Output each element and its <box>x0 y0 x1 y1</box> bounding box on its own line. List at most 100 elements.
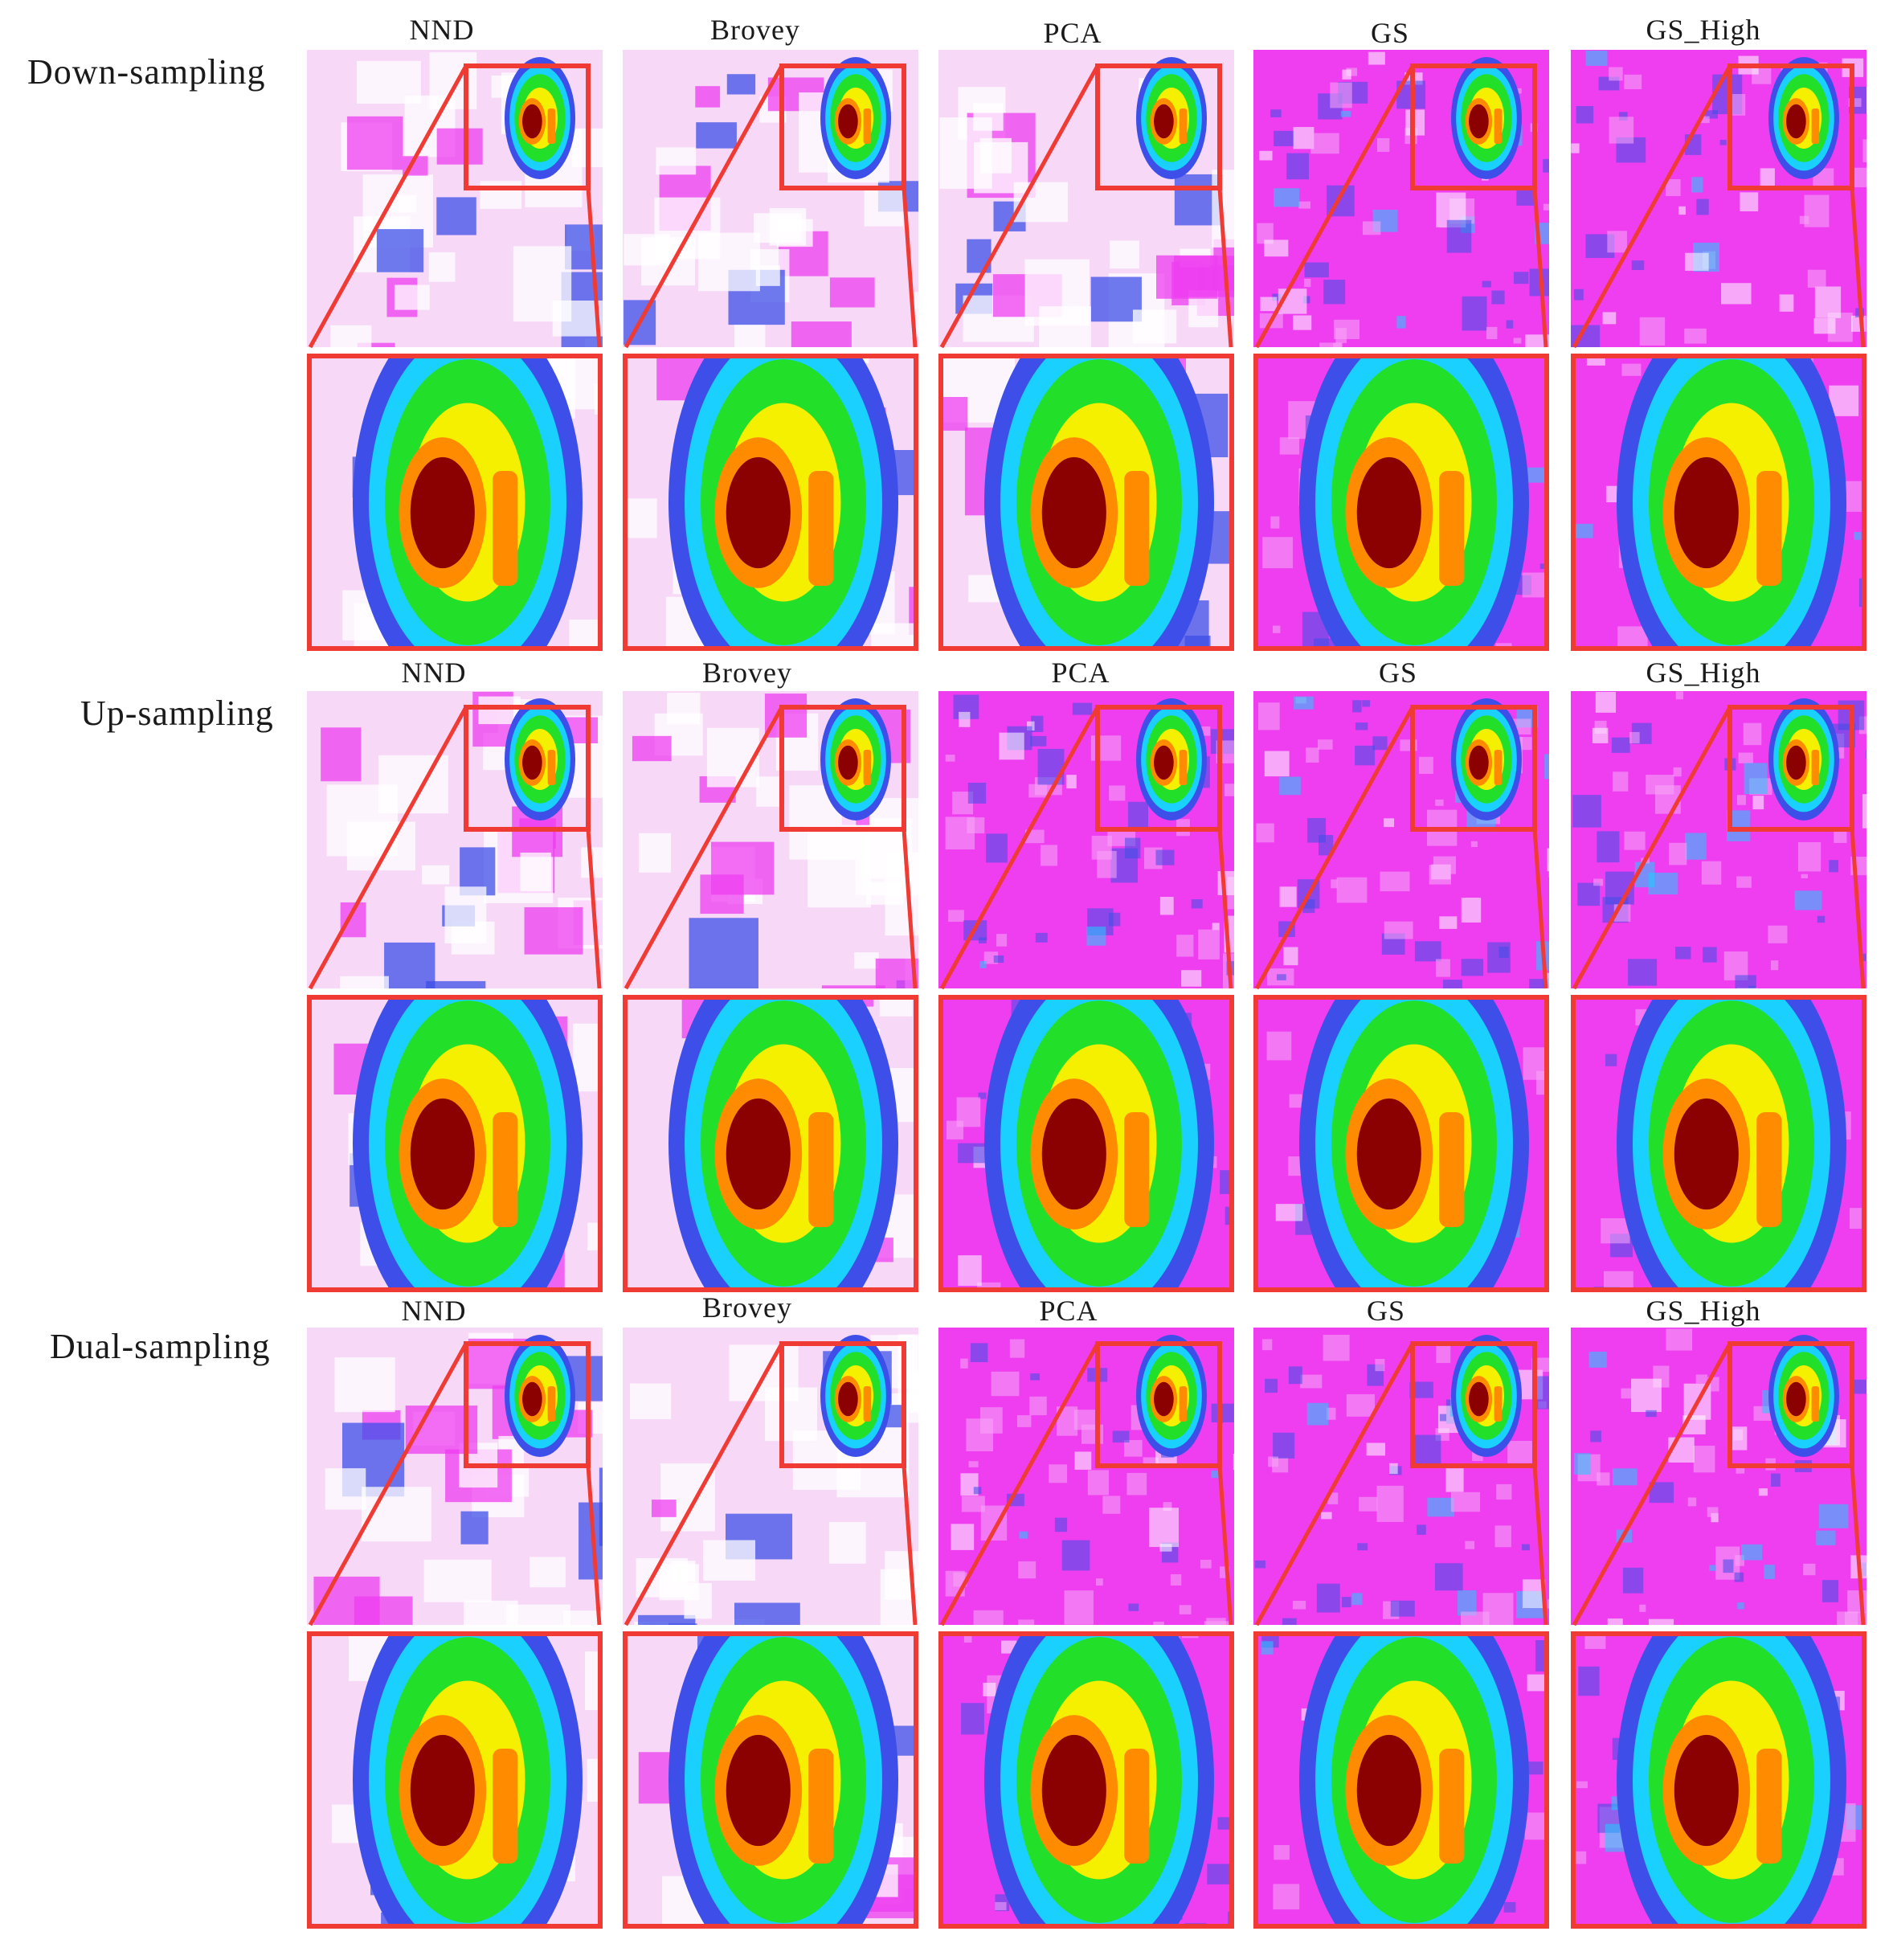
texture-patch <box>1436 959 1450 977</box>
texture-patch <box>394 284 430 310</box>
heat-strip <box>1756 1749 1782 1864</box>
result-panel-gs-high <box>1571 1328 1866 1929</box>
heat-strip <box>1494 1386 1503 1422</box>
texture-patch <box>1575 1851 1587 1864</box>
heat-map-image <box>938 50 1234 651</box>
texture-patch <box>1362 221 1381 235</box>
texture-patch <box>1264 751 1290 777</box>
zoomed-image <box>1253 995 1549 1292</box>
heat-strip <box>1179 750 1188 785</box>
texture-patch <box>961 1703 984 1735</box>
texture-patch <box>1609 117 1634 144</box>
texture-patch <box>1273 1432 1295 1459</box>
texture-patch <box>970 1343 988 1363</box>
texture-patch <box>1304 262 1329 278</box>
texture-patch <box>330 325 372 347</box>
texture-patch <box>1266 1031 1292 1061</box>
col-title-gs: GS <box>1370 17 1410 49</box>
result-panel-pca <box>938 50 1234 651</box>
texture-patch <box>1523 467 1549 483</box>
texture-patch <box>569 620 603 651</box>
overview-image <box>1571 1328 1866 1625</box>
texture-patch <box>1207 1864 1233 1884</box>
heat-layer <box>1041 456 1106 569</box>
texture-patch <box>1286 153 1310 180</box>
heat-layer <box>410 1734 475 1847</box>
heat-strip <box>1811 750 1820 785</box>
texture-patch <box>958 1143 987 1164</box>
texture-patch <box>340 976 389 988</box>
texture-patch <box>1696 198 1709 215</box>
overview-image <box>307 691 603 988</box>
heat-map-image <box>623 1328 918 1929</box>
zoom-connector <box>1254 706 1415 990</box>
texture-patch <box>1030 735 1047 747</box>
texture-patch <box>1225 784 1234 796</box>
heat-layer <box>1154 1381 1174 1417</box>
heat-map-image <box>1571 691 1866 1292</box>
texture-patch <box>1029 1396 1047 1416</box>
texture-patch <box>1132 309 1177 344</box>
texture-patch <box>764 694 807 738</box>
texture-patch <box>939 396 968 431</box>
zoomed-frame <box>1571 995 1866 1292</box>
texture-patch <box>1595 691 1617 713</box>
texture-patch <box>1607 231 1627 253</box>
texture-patch <box>1804 194 1830 227</box>
heat-strip <box>1439 471 1465 586</box>
texture-patch <box>1412 1434 1441 1465</box>
texture-patch <box>1752 796 1764 810</box>
texture-patch <box>357 342 395 347</box>
zoom-connector <box>624 706 784 990</box>
texture-patch <box>436 197 476 235</box>
texture-patch <box>1544 754 1549 779</box>
overview-image <box>938 1328 1234 1625</box>
heat-strip <box>863 1386 872 1422</box>
texture-patch <box>639 833 672 873</box>
row-label-dual-sampling: Dual-sampling <box>50 1327 271 1366</box>
texture-patch <box>626 498 657 538</box>
texture-patch <box>1719 140 1727 145</box>
zoom-connector <box>1850 829 1866 989</box>
heat-layer <box>726 1734 791 1847</box>
texture-patch <box>1265 1378 1278 1393</box>
texture-patch <box>422 865 450 885</box>
texture-patch <box>1016 1415 1032 1427</box>
heat-strip <box>1811 1386 1820 1422</box>
texture-patch <box>1030 1373 1040 1381</box>
texture-patch <box>1801 874 1809 878</box>
texture-patch <box>1380 871 1410 892</box>
texture-patch <box>973 1610 1004 1625</box>
texture-patch <box>1547 848 1549 872</box>
texture-patch <box>1102 1496 1121 1514</box>
texture-patch <box>1279 776 1301 796</box>
texture-patch <box>651 1500 677 1517</box>
texture-patch <box>389 194 417 213</box>
texture-patch <box>959 711 971 727</box>
zoom-connector <box>1572 1342 1732 1627</box>
texture-patch <box>1340 111 1351 117</box>
texture-patch <box>706 727 759 788</box>
texture-patch <box>1211 1471 1220 1479</box>
heat-layer <box>1356 1098 1421 1210</box>
texture-patch <box>1648 1618 1674 1625</box>
heat-layer <box>1674 1734 1739 1847</box>
texture-patch <box>1709 1565 1716 1571</box>
texture-patch <box>1072 702 1093 715</box>
texture-patch <box>995 1901 1007 1911</box>
heat-strip <box>808 1112 834 1227</box>
texture-patch <box>1176 935 1194 957</box>
texture-patch <box>1326 1407 1336 1420</box>
texture-patch <box>1685 833 1707 860</box>
col-title-nnd: NND <box>409 14 475 46</box>
zoom-connector <box>624 1342 784 1627</box>
heat-strip <box>1494 750 1503 785</box>
texture-patch <box>1703 947 1717 963</box>
result-panel-nnd <box>307 1328 603 1929</box>
texture-patch <box>1602 312 1617 325</box>
texture-patch <box>428 252 456 282</box>
texture-patch <box>1607 1618 1623 1625</box>
heat-layer <box>838 745 858 780</box>
texture-patch <box>945 1570 965 1597</box>
heat-layer <box>1356 1734 1421 1847</box>
